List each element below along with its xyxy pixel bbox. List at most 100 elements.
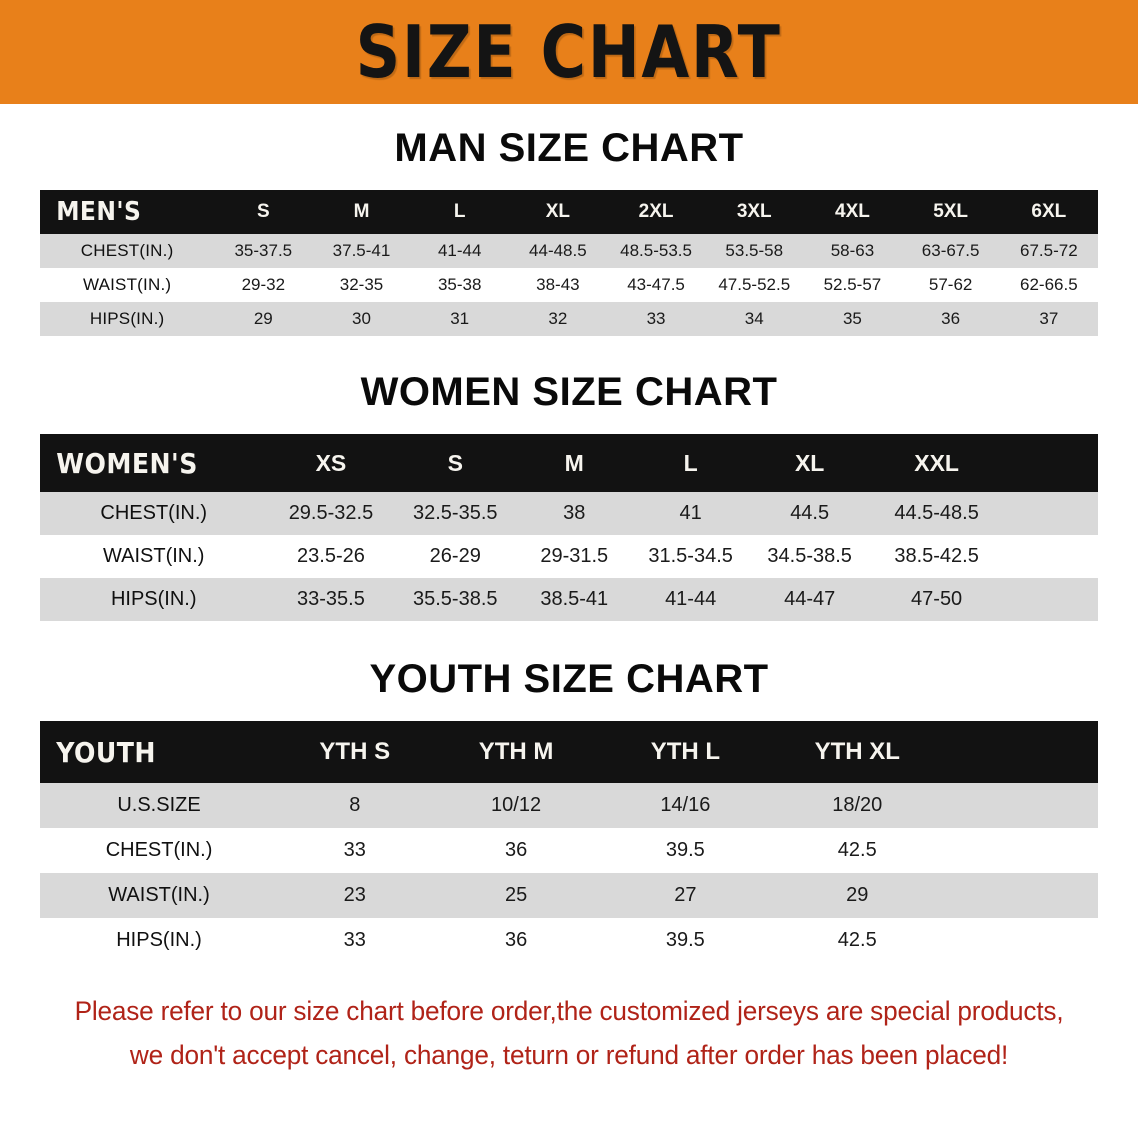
man-cell: 58-63 <box>830 241 875 260</box>
order-policy-note: Please refer to our size chart before or… <box>40 989 1097 1077</box>
youth-column-header-yth-m: YTH M <box>478 738 554 765</box>
youth-header-spacer <box>945 721 1098 783</box>
note-line-2: we don't accept cancel, change, teturn o… <box>129 1040 1009 1070</box>
women-cell: 26-29 <box>429 545 481 567</box>
man-section-title: MAN SIZE CHART <box>394 126 744 170</box>
man-column-header-s: S <box>256 201 270 222</box>
man-table-body: CHEST(IN.) 35-37.5 37.5-41 41-44 44-48.5 48.5… <box>40 234 1098 336</box>
note-line-1: Please refer to our size chart before or… <box>74 996 1064 1026</box>
women-column-header-xl: XL <box>794 449 825 476</box>
women-table-row: WAIST(IN.) 23.5-26 26-29 29-31.5 31.5-34.5 34… <box>40 535 1098 578</box>
man-cell: 31 <box>450 309 470 328</box>
man-column-header-6xl: 6XL <box>1031 201 1067 222</box>
man-column-header-l: L <box>453 201 466 222</box>
women-cell: 31.5-34.5 <box>648 545 733 567</box>
youth-cell: 10/12 <box>491 794 542 816</box>
man-table-row: WAIST(IN.) 29-32 32-35 35-38 38-43 43-47.5 47.… <box>40 268 1098 302</box>
youth-cell: 8 <box>349 794 361 816</box>
man-cell: 35-37.5 <box>234 241 293 260</box>
man-cell: 37.5-41 <box>332 241 391 260</box>
youth-cell-spacer <box>945 873 1098 918</box>
women-cell: 44.5-48.5 <box>894 502 979 524</box>
youth-row-label: U.S.SIZE <box>117 794 201 816</box>
man-cell: 33 <box>646 309 666 328</box>
man-cell: 29-32 <box>241 275 286 294</box>
youth-header-row: YOUTH YTH S YTH M YTH L YTH XL <box>40 721 1098 783</box>
youth-column-header-yth-s: YTH S <box>319 738 391 765</box>
women-cell: 23.5-26 <box>297 545 365 567</box>
youth-cell: 27 <box>674 884 697 906</box>
man-cell: 30 <box>352 309 371 328</box>
youth-table-row: CHEST(IN.) 33 36 39.5 42.5 <box>40 828 1098 873</box>
women-table-row: CHEST(IN.) 29.5-32.5 32.5-35.5 38 41 44.5 44.5… <box>40 492 1098 535</box>
man-size-table-wrapper: MEN'S S M L XL 2XL 3XL 4XL 5XL 6XL CHEST(IN.) 35-… <box>40 190 1098 336</box>
women-table-header: WOMEN'S XS S M L XL XXL <box>40 434 1098 492</box>
women-cell: 38.5-42.5 <box>894 545 979 567</box>
man-cell: 62-66.5 <box>1020 275 1078 294</box>
women-corner-label: WOMEN'S <box>56 446 198 480</box>
man-column-header-2xl: 2XL <box>638 201 674 222</box>
women-size-table: WOMEN'S XS S M L XL XXL CHEST(IN.) 29.5-32.5 32… <box>40 434 1098 621</box>
youth-cell: 33 <box>343 929 366 951</box>
youth-cell: 42.5 <box>837 929 877 951</box>
women-header-spacer <box>1003 434 1098 492</box>
man-table-header: MEN'S S M L XL 2XL 3XL 4XL 5XL 6XL <box>40 190 1098 234</box>
man-cell: 43-47.5 <box>627 275 685 294</box>
youth-section-title: YOUTH SIZE CHART <box>369 657 769 701</box>
man-column-header-4xl: 4XL <box>835 201 870 222</box>
man-cell: 36 <box>941 309 961 328</box>
youth-row-label: HIPS(IN.) <box>116 929 202 951</box>
youth-column-header-yth-l: YTH L <box>650 738 721 765</box>
youth-table-header: YOUTH YTH S YTH M YTH L YTH XL <box>40 721 1098 783</box>
man-cell: 53.5-58 <box>725 241 784 260</box>
women-cell: 44.5 <box>790 502 830 524</box>
man-cell: 35-38 <box>437 275 482 294</box>
man-table-row: CHEST(IN.) 35-37.5 37.5-41 41-44 44-48.5 48.5… <box>40 234 1098 268</box>
youth-cell: 25 <box>504 884 528 906</box>
man-cell: 41-44 <box>437 241 482 260</box>
man-column-header-xl: XL <box>545 201 571 222</box>
youth-cell: 42.5 <box>837 839 877 861</box>
page-banner: SIZE CHART <box>0 0 1138 104</box>
women-cell: 41 <box>679 502 702 524</box>
women-cell: 34.5-38.5 <box>767 545 852 567</box>
women-cell: 47-50 <box>911 588 963 610</box>
man-cell: 38-43 <box>536 275 580 294</box>
man-size-table: MEN'S S M L XL 2XL 3XL 4XL 5XL 6XL CHEST(IN.) 35-… <box>40 190 1098 336</box>
man-cell: 47.5-52.5 <box>718 275 791 294</box>
man-cell: 57-62 <box>928 275 973 294</box>
man-row-label: CHEST(IN.) <box>80 241 174 260</box>
youth-cell: 14/16 <box>660 794 711 816</box>
man-column-header-3xl: 3XL <box>736 201 772 222</box>
youth-table-row: HIPS(IN.) 33 36 39.5 42.5 <box>40 918 1098 963</box>
youth-cell: 36 <box>504 839 528 861</box>
women-column-header-xs: XS <box>315 449 347 476</box>
women-cell: 33-35.5 <box>297 588 365 610</box>
youth-cell: 18/20 <box>832 794 883 816</box>
women-column-header-l: L <box>683 449 698 476</box>
man-row-label: HIPS(IN.) <box>89 309 165 328</box>
youth-table-row: WAIST(IN.) 23 25 27 29 <box>40 873 1098 918</box>
women-cell-spacer <box>1003 578 1098 621</box>
man-cell: 48.5-53.5 <box>620 241 692 260</box>
man-cell: 32 <box>548 309 568 328</box>
youth-cell-spacer <box>945 828 1098 873</box>
youth-cell: 33 <box>343 839 366 861</box>
women-cell: 38 <box>563 502 586 524</box>
youth-column-header-yth-xl: YTH XL <box>814 738 900 765</box>
youth-size-table: YOUTH YTH S YTH M YTH L YTH XL U.S.SIZE 8 10/… <box>40 721 1098 963</box>
women-cell: 29.5-32.5 <box>288 502 374 524</box>
women-cell: 41-44 <box>665 588 717 610</box>
youth-cell-spacer <box>945 918 1098 963</box>
youth-size-table-wrapper: YOUTH YTH S YTH M YTH L YTH XL U.S.SIZE 8 10/… <box>40 721 1098 963</box>
women-table-body: CHEST(IN.) 29.5-32.5 32.5-35.5 38 41 44.5 44.5… <box>40 492 1098 621</box>
youth-cell-spacer <box>945 783 1098 828</box>
man-cell: 37 <box>1039 309 1059 328</box>
man-cell: 44-48.5 <box>529 241 587 260</box>
youth-row-label: CHEST(IN.) <box>105 839 213 861</box>
youth-cell: 29 <box>846 884 869 906</box>
man-cell: 29 <box>253 309 273 328</box>
women-row-label: WAIST(IN.) <box>103 545 205 567</box>
man-corner-label: MEN'S <box>56 197 142 227</box>
women-cell: 29-31.5 <box>540 545 609 567</box>
